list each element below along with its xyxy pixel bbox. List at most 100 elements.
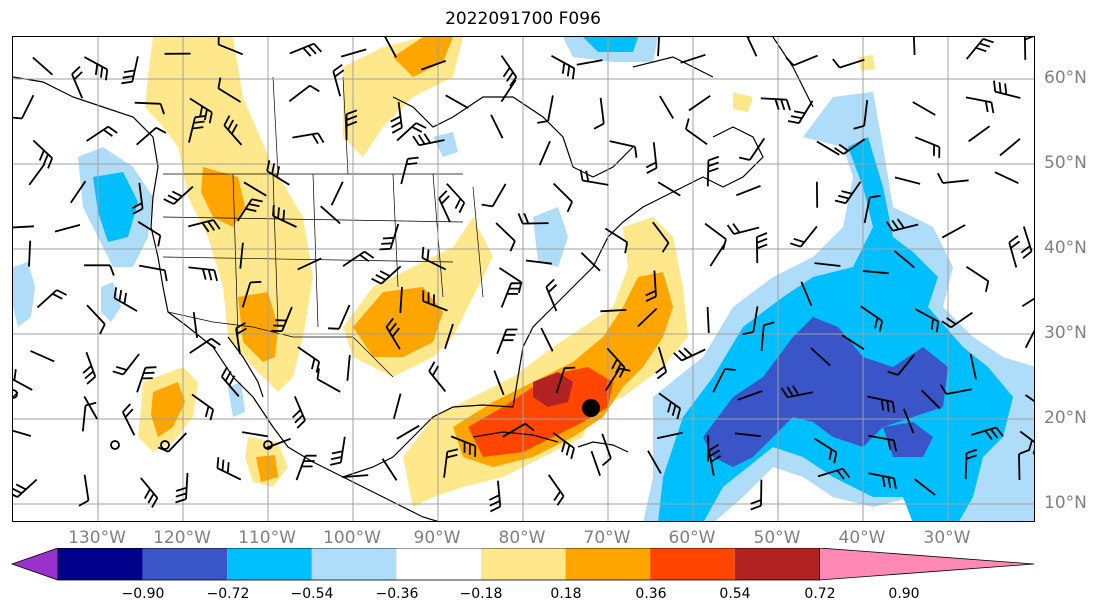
wind-barb (552, 182, 573, 213)
wind-barb (140, 477, 159, 508)
wind-barb (655, 346, 668, 380)
wind-barb (320, 205, 341, 225)
wind-barb (726, 223, 760, 235)
wind-barb (393, 393, 402, 419)
wind-barb (131, 182, 144, 215)
wind-barb (445, 94, 469, 109)
wind-barb (914, 136, 941, 158)
wind-barb (780, 385, 814, 399)
wind-barb (217, 37, 244, 56)
wind-barb (673, 347, 706, 362)
wind-barb (396, 122, 427, 142)
wind-barb (867, 395, 896, 413)
colorbar-segment (58, 548, 143, 580)
lon-label: 100°W (323, 528, 381, 548)
wind-barb (113, 287, 138, 312)
wind-barb (606, 347, 626, 378)
wind-barb (814, 262, 841, 267)
wind-barb (552, 432, 575, 460)
wind-barb (70, 180, 87, 204)
wind-barb (966, 266, 990, 292)
colorbar-tick-label: −0.18 (459, 586, 503, 602)
wind-barb (379, 223, 400, 251)
wind-barb (853, 99, 869, 130)
wind-barb (1024, 394, 1034, 402)
wind-barb (737, 390, 763, 401)
wind-barb (863, 194, 881, 224)
colorbar-segment (481, 548, 566, 580)
positive-anomaly-fills (138, 37, 875, 507)
wind-barb (500, 79, 517, 103)
plot-title: 2022091700 F096 (445, 9, 601, 29)
wind-barb (1018, 449, 1030, 481)
wind-barb (738, 137, 766, 161)
wind-barb (221, 366, 240, 397)
wind-barb (999, 138, 1021, 157)
colorbar-tick-label: 0.90 (888, 586, 920, 602)
wind-barb (833, 138, 866, 155)
wind-barb (121, 56, 139, 85)
wind-barb (450, 435, 477, 457)
wind-barb (399, 286, 403, 313)
wind-barb (235, 322, 247, 355)
wind-barb (191, 393, 215, 421)
wind-barb (328, 304, 351, 330)
wind-barb (993, 80, 1021, 99)
wind-barb (54, 224, 81, 233)
colorbar-tick-label: −0.54 (290, 586, 334, 602)
lat-label: 30°N (1044, 323, 1087, 343)
wind-barb (223, 115, 243, 146)
wind-barb (428, 361, 447, 392)
wind-barb (941, 311, 973, 329)
wind-barb (443, 448, 459, 478)
wind-barb (136, 126, 167, 146)
wind-barb (645, 270, 657, 302)
wind-barb (555, 366, 576, 394)
wind-barb (590, 450, 601, 476)
wind-barb (1020, 226, 1033, 259)
wind-barb (271, 306, 293, 332)
wind-barb (517, 212, 549, 225)
wind-barb (800, 281, 813, 307)
colorbar-tick-label: −0.72 (206, 586, 250, 602)
wind-barb (994, 171, 1019, 185)
wind-barb (489, 480, 502, 513)
colorbar-segment (396, 548, 481, 580)
wind-barb (921, 389, 941, 410)
storm-center-marker (582, 399, 600, 417)
wind-barb (832, 58, 865, 69)
wind-barb (609, 140, 638, 158)
lat-label: 50°N (1044, 153, 1087, 173)
wind-barb (13, 94, 35, 120)
wind-barb (30, 350, 55, 363)
wind-barb (381, 458, 398, 481)
wind-barb (390, 101, 403, 134)
wind-barb (545, 278, 558, 312)
colorbar-segment (734, 548, 820, 580)
colorbar (10, 548, 1035, 581)
wind-barb (385, 317, 401, 350)
wind-barb (71, 65, 84, 99)
wind-barb (422, 290, 448, 312)
lat-label: 60°N (1044, 68, 1087, 88)
wind-barb (86, 304, 106, 335)
colorbar-tick-label: −0.36 (375, 586, 419, 602)
lon-label: 120°W (153, 528, 211, 548)
wind-barb (593, 97, 605, 130)
wind-barb (789, 225, 818, 248)
wind-barb (712, 368, 736, 393)
wind-barb (1008, 235, 1021, 268)
wind-barb (688, 94, 711, 112)
wind-barb (272, 204, 297, 228)
wind-barb (189, 97, 213, 124)
wind-barb (750, 479, 763, 511)
wind-barb (400, 156, 419, 185)
wind-barb (242, 431, 268, 438)
wind-barb (188, 115, 207, 143)
wind-barb (496, 328, 518, 355)
wind-barb (1023, 37, 1034, 60)
wind-barb (241, 280, 262, 308)
wind-barb (83, 56, 109, 81)
wind-barb (36, 289, 68, 309)
lon-label: 90°W (413, 528, 461, 548)
